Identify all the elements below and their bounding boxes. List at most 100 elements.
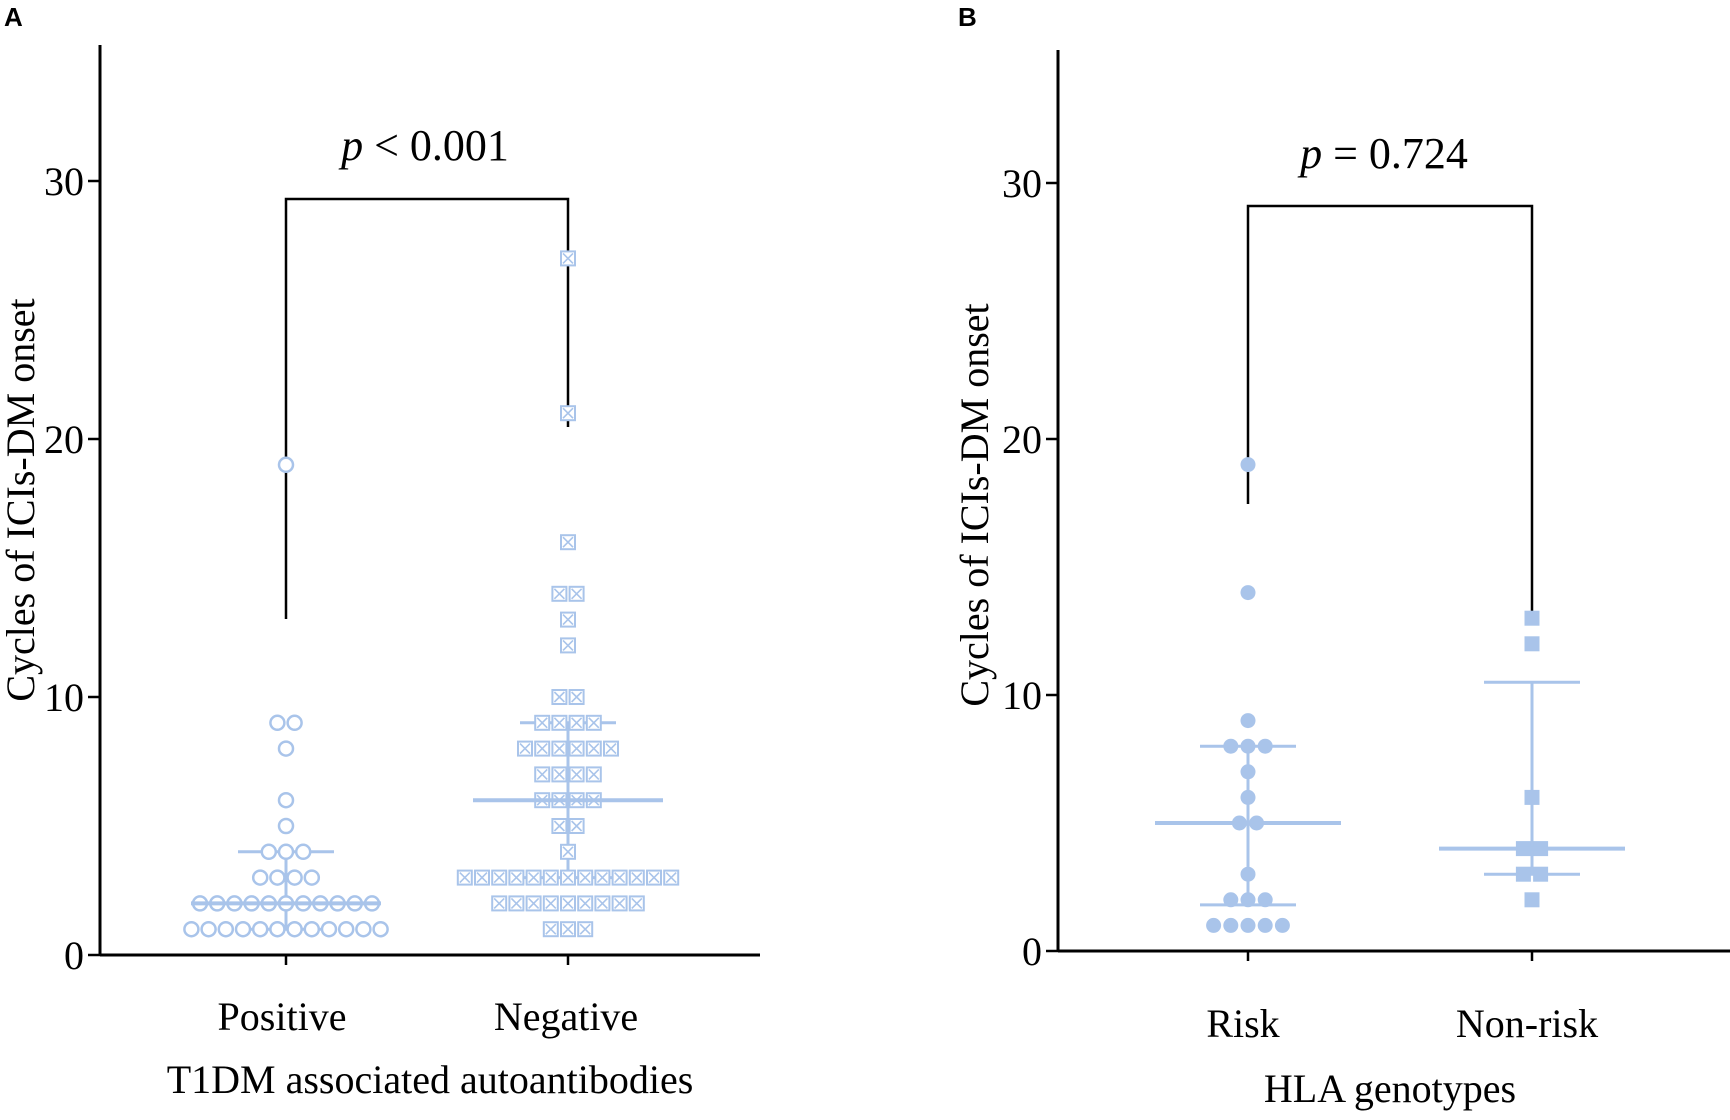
panel-a-positive-point [286, 920, 303, 938]
panel-b-letter: B [958, 2, 977, 32]
panel-a-negative-point-cross [553, 820, 565, 832]
panel-a-positive-point [355, 920, 372, 938]
panel-a-negative-point [508, 869, 525, 886]
panel-a-negative-point [508, 895, 525, 912]
panel-a-negative-point-cross [459, 872, 471, 884]
panel-a-negative-point [568, 766, 585, 783]
panel-b-risk-point [1223, 917, 1239, 933]
panel-b-risk-point [1240, 866, 1256, 882]
panel-a-negative-point-cross [571, 588, 583, 600]
panel-a-positive-point [277, 791, 295, 809]
panel-a-negative-point [542, 921, 559, 938]
panel-a-negative-point-cross [562, 252, 574, 264]
panel-a-negative-point-cross [562, 923, 574, 935]
panel-a-positive-point [269, 869, 286, 886]
panel-a-negative-point [560, 921, 576, 938]
panel-a-negative-point-cross [545, 923, 557, 935]
panel-a-negative-point [568, 585, 585, 602]
panel-a-negative-point [594, 895, 611, 912]
panel-b-risk-point [1240, 764, 1256, 780]
panel-b-y-tick-label-20: 20 [1002, 417, 1042, 462]
panel-a-negative-point [551, 689, 568, 705]
panel-b-y-axis-title: Cycles of ICIs-DM onset [952, 303, 997, 706]
panel-b-risk-point [1240, 738, 1256, 754]
panel-a-positive-point [294, 843, 312, 861]
panel-a-negative-point-cross [614, 872, 626, 884]
panel-a-negative-point [551, 740, 568, 757]
panel-b-risk-point [1274, 917, 1290, 933]
panel-a-negative-point [577, 895, 594, 912]
panel-a-negative-point [560, 843, 576, 860]
panel-a-negative-point-cross [493, 872, 505, 884]
panel-b-non-risk-point [1524, 636, 1540, 652]
panel-a-negative-point [525, 895, 542, 912]
panel-b: B 0 10 20 30 p = 0.724 Risk Non-risk HLA ge… [952, 2, 1730, 1111]
panel-a-negative-point [551, 585, 568, 602]
panel-b-significance-bracket [1246, 204, 1534, 611]
panel-a-category-positive: Positive [218, 994, 347, 1039]
panel-a-negative-point [663, 869, 680, 886]
panel-b-risk-point [1240, 917, 1256, 933]
panel-a-negative-point [560, 250, 576, 267]
panel-a-negative-point [594, 869, 611, 886]
panel-a: A 0 10 20 30 p < 0.001 Positive Negative T1… [0, 2, 760, 1102]
panel-a-negative-point [560, 637, 576, 654]
panel-b-risk-point [1240, 457, 1256, 473]
panel-a-negative-point-cross [493, 897, 505, 909]
panel-b-risk-point [1240, 713, 1256, 729]
panel-b-non-risk-point [1524, 789, 1540, 805]
panel-b-plot: 0 10 20 30 [1002, 50, 1730, 974]
panel-a-negative-point [542, 895, 559, 912]
panel-a-negative-point [534, 714, 551, 731]
panel-a-positive-point [286, 714, 303, 732]
panel-a-positive-point [286, 869, 303, 886]
panel-b-non-risk-point [1533, 866, 1549, 882]
panel-b-y-tick-label-30: 30 [1002, 161, 1042, 206]
panel-a-positive-point [277, 456, 295, 474]
panel-a-negative-point-cross [553, 691, 565, 703]
panel-a-positive-point [269, 920, 286, 938]
panel-a-negative-point-cross [562, 897, 574, 909]
panel-a-y-tick-label-20: 20 [44, 417, 84, 462]
panel-b-risk-point [1240, 585, 1256, 601]
panel-a-negative-point [560, 405, 576, 422]
panel-a-negative-point [577, 869, 594, 886]
panel-a-negative-point [568, 714, 585, 731]
panel-a-negative-point-cross [545, 872, 557, 884]
panel-a-negative-point-cross [631, 897, 643, 909]
panel-b-p-symbol: p [1297, 129, 1322, 178]
panel-a-negative-point [585, 714, 602, 731]
panel-a-negative-point [560, 869, 576, 886]
panel-a-category-negative: Negative [494, 994, 638, 1039]
panel-a-negative-point-cross [528, 872, 540, 884]
panel-a-negative-point-cross [476, 872, 488, 884]
panel-a-p-symbol: p [338, 121, 363, 170]
panel-b-non-risk-point [1515, 866, 1531, 882]
panel-b-risk-point [1257, 917, 1273, 933]
panel-a-negative-point-cross [562, 846, 574, 858]
panel-a-negative-point-cross [588, 717, 600, 729]
panel-a-negative-point [560, 534, 576, 551]
panel-a-negative-point [628, 895, 645, 912]
panel-a-negative-point-cross [588, 768, 600, 780]
panel-b-risk-point [1240, 892, 1256, 908]
panel-a-negative-point-cross [571, 717, 583, 729]
panel-a-negative-point-cross [631, 872, 643, 884]
panel-a-negative-point [611, 869, 628, 886]
panel-a-negative-point [491, 869, 508, 886]
panel-b-category-non-risk: Non-risk [1456, 1001, 1598, 1046]
panel-a-letter: A [4, 2, 23, 32]
panel-a-negative-point [534, 766, 551, 783]
panel-a-negative-point [611, 895, 628, 912]
panel-b-risk-point [1257, 892, 1273, 908]
panel-a-negative-point [456, 869, 473, 886]
panel-a-negative-point-cross [665, 872, 677, 884]
panel-b-risk-point [1223, 738, 1239, 754]
panel-a-negative-point-cross [553, 768, 565, 780]
panel-a-negative-point-cross [528, 897, 540, 909]
panel-a-positive-point [372, 920, 389, 938]
panel-a-negative-point [560, 611, 576, 628]
panel-a-negative-point-cross [571, 768, 583, 780]
panel-a-negative-point-cross [553, 717, 565, 729]
